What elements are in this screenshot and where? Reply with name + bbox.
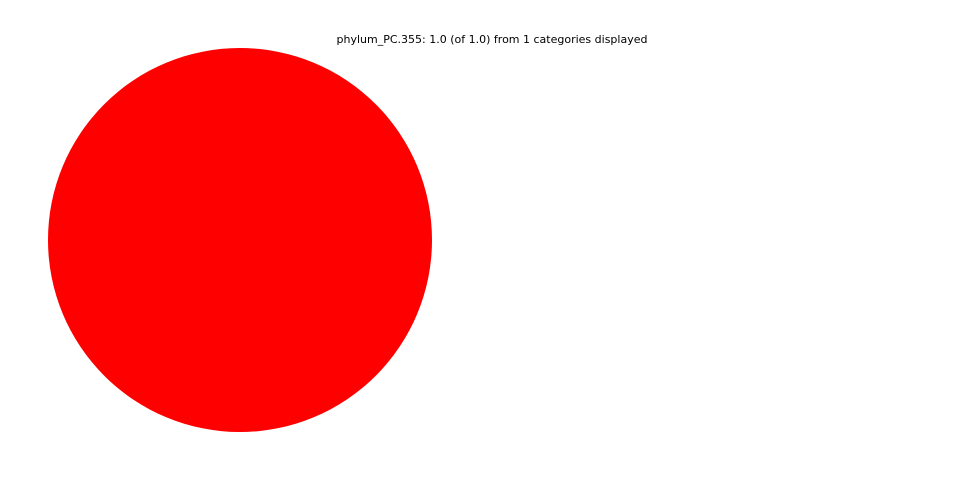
pie-slice-0 (48, 48, 432, 432)
pie-slices (48, 48, 432, 432)
chart-title: phylum_PC.355: 1.0 (of 1.0) from 1 categ… (337, 33, 648, 46)
